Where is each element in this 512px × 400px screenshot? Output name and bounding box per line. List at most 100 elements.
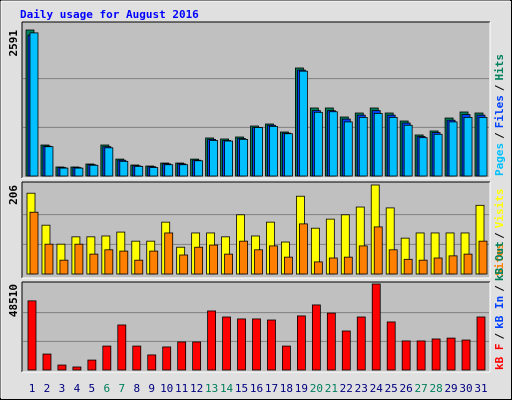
legend-entry: kB Out <box>493 241 506 281</box>
bar <box>27 300 37 371</box>
bar <box>119 250 129 275</box>
legend-entry: Visits <box>493 189 506 229</box>
bar <box>463 116 473 177</box>
bar <box>461 339 471 371</box>
bar <box>117 324 127 371</box>
bar <box>72 366 82 371</box>
bar <box>343 256 353 275</box>
bar <box>418 259 428 275</box>
bar <box>416 340 426 371</box>
legend-entry: kB In <box>493 296 506 329</box>
x-tick-label: 25 <box>385 382 398 395</box>
x-tick-label: 3 <box>59 382 66 395</box>
bar <box>448 255 458 275</box>
x-tick-label: 21 <box>325 382 338 395</box>
bar <box>132 345 142 371</box>
x-tick-label: 1 <box>29 382 36 395</box>
bar <box>59 259 69 275</box>
bar <box>254 127 263 177</box>
x-tick-label: 24 <box>370 382 384 395</box>
bar <box>237 318 246 371</box>
bar <box>74 243 84 275</box>
bar <box>478 116 488 177</box>
bar <box>177 341 187 371</box>
bar <box>119 160 129 177</box>
bar <box>104 147 114 177</box>
bar <box>29 32 39 177</box>
legend: Pages / Files / Hits <box>493 54 506 176</box>
bar <box>341 330 351 371</box>
bar <box>209 140 219 177</box>
x-tick-label: 13 <box>205 382 218 395</box>
bar <box>59 167 69 177</box>
bar <box>418 137 428 177</box>
bar <box>476 316 486 371</box>
bar <box>254 249 263 275</box>
bar <box>433 133 443 177</box>
legend-entry: Files <box>493 95 506 128</box>
legend-separator: / <box>493 333 506 340</box>
x-tick-label: 23 <box>355 382 368 395</box>
bar <box>224 140 233 177</box>
legend: kB F / kB In / kB Out <box>493 241 506 370</box>
bar <box>44 243 54 275</box>
legend: Sites / Visits <box>493 189 506 277</box>
x-tick-label: 31 <box>474 382 487 395</box>
x-tick-label: 4 <box>74 382 81 395</box>
bar <box>328 111 338 177</box>
x-tick-label: 28 <box>429 382 442 395</box>
x-tick-label: 9 <box>148 382 155 395</box>
bar <box>104 249 114 275</box>
bar <box>179 254 189 275</box>
bar <box>401 340 411 371</box>
bar <box>433 257 443 275</box>
bar <box>386 321 396 371</box>
x-tick-label: 26 <box>400 382 413 395</box>
x-tick-label: 19 <box>295 382 308 395</box>
legend-separator: / <box>493 132 506 139</box>
bar <box>239 240 248 275</box>
bar <box>373 226 383 275</box>
bar <box>388 249 398 275</box>
bar <box>239 138 248 177</box>
bar <box>296 315 306 371</box>
x-tick-label: 11 <box>175 382 188 395</box>
bar <box>252 318 261 371</box>
x-tick-label: 29 <box>444 382 457 395</box>
bar <box>89 164 99 177</box>
bar <box>343 121 353 177</box>
bar <box>269 245 278 275</box>
bar <box>179 164 189 177</box>
bar <box>358 245 368 275</box>
x-tick-label: 30 <box>459 382 472 395</box>
bar <box>149 250 159 275</box>
x-tick-label: 5 <box>89 382 96 395</box>
x-tick-label: 16 <box>250 382 263 395</box>
bar <box>89 253 99 275</box>
bar <box>194 246 204 275</box>
bar <box>298 70 308 177</box>
bar <box>44 146 54 177</box>
legend-separator: / <box>493 84 506 91</box>
bar <box>147 354 157 371</box>
bar <box>403 258 413 275</box>
bar <box>29 211 39 275</box>
y-tick-label: 2591 <box>7 30 20 57</box>
bar <box>478 240 488 275</box>
bar <box>224 253 233 275</box>
bar <box>313 111 323 177</box>
bar <box>284 133 293 177</box>
x-tick-label: 10 <box>160 382 173 395</box>
legend-entry: kB F <box>493 344 506 371</box>
bar <box>284 256 293 275</box>
x-tick-label: 17 <box>265 382 278 395</box>
x-tick-label: 12 <box>190 382 203 395</box>
bar <box>149 167 159 177</box>
bar <box>463 253 473 275</box>
bar <box>298 223 308 275</box>
x-tick-label: 8 <box>133 382 140 395</box>
legend-entry: Pages <box>493 143 506 176</box>
bar <box>57 364 67 371</box>
bar <box>207 310 217 371</box>
